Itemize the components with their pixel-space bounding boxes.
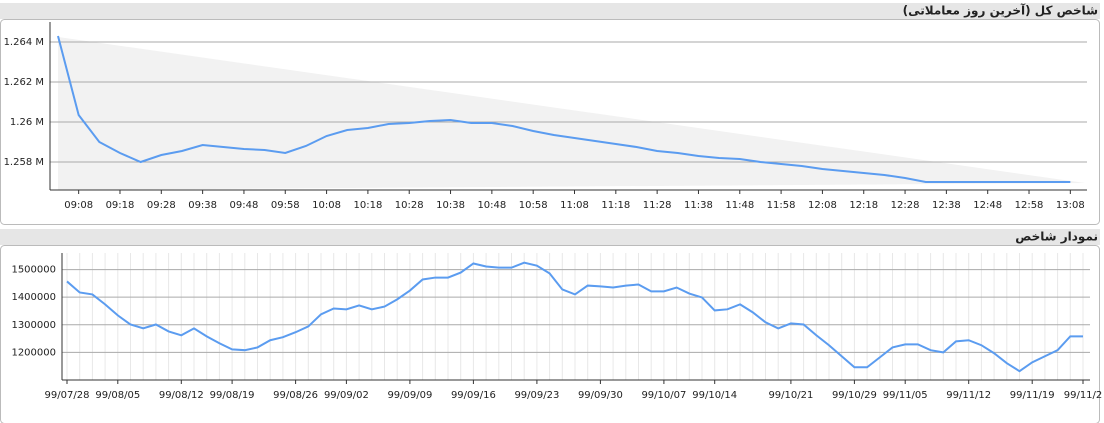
x-tick-label: 09:48 (230, 200, 259, 211)
x-tick-label: 99/09/23 (514, 390, 559, 401)
x-tick-label: 99/10/29 (832, 390, 877, 401)
chart-title: شاخص کل (آخرین روز معاملاتی) (903, 3, 1098, 19)
x-tick-label: 11:28 (643, 200, 672, 211)
x-tick-label: 99/07/28 (45, 390, 90, 401)
y-tick-label: 1.258 M (4, 157, 44, 168)
y-tick-label: 1300000 (11, 320, 56, 331)
y-tick-label: 1.26 M (10, 117, 44, 128)
line (66, 261, 1083, 373)
x-tick-label: 11:48 (725, 200, 754, 211)
x-tick-label: 11:38 (684, 200, 713, 211)
x-tick-label: 11:18 (601, 200, 630, 211)
x-tick-label: 99/09/09 (387, 390, 432, 401)
x-tick-label: 99/08/05 (95, 390, 140, 401)
x-tick-label: 12:38 (932, 200, 961, 211)
x-tick-label: 99/09/16 (451, 390, 496, 401)
x-tick-label: 10:18 (353, 200, 382, 211)
x-tick-label: 10:38 (436, 200, 465, 211)
x-tick-label: 99/11/05 (883, 390, 928, 401)
x-tick-label: 10:48 (477, 200, 506, 211)
x-tick-label: 99/08/12 (159, 390, 204, 401)
y-tick-label: 1.262 M (4, 77, 44, 88)
x-tick-label: 11:58 (767, 200, 796, 211)
x-tick-label: 99/09/02 (324, 390, 369, 401)
x-tick-label: 09:08 (64, 200, 93, 211)
y-tick-label: 1.264 M (4, 37, 44, 48)
y-tick-label: 1400000 (11, 292, 56, 303)
y-tick-label: 1500000 (11, 265, 56, 276)
x-tick-label: 99/10/07 (641, 390, 686, 401)
x-tick-label: 99/08/19 (210, 390, 255, 401)
shade (58, 37, 1085, 190)
x-tick-label: 09:38 (188, 200, 217, 211)
panel-header (0, 3, 1100, 19)
x-tick-label: 99/11/12 (946, 390, 991, 401)
x-tick-label: 12:28 (891, 200, 920, 211)
x-tick-label: 10:58 (519, 200, 548, 211)
panel-header (0, 229, 1100, 245)
x-tick-label: 09:28 (147, 200, 176, 211)
x-tick-label: 12:58 (1015, 200, 1044, 211)
x-tick-label: 10:28 (395, 200, 424, 211)
x-tick-label: 99/10/21 (768, 390, 813, 401)
line (57, 35, 1071, 183)
chart-title: نمودار شاخص (1015, 230, 1098, 245)
x-tick-label: 09:58 (271, 200, 300, 211)
x-tick-label: 13:08 (1056, 200, 1085, 211)
x-tick-label: 99/09/30 (578, 390, 623, 401)
x-tick-label: 99/10/14 (692, 390, 737, 401)
x-tick-label: 09:18 (106, 200, 135, 211)
x-tick-label: 11:08 (560, 200, 589, 211)
x-tick-label: 12:08 (808, 200, 837, 211)
x-tick-label: 99/11/19 (1010, 390, 1055, 401)
x-tick-label: 99/11/2 (1064, 390, 1103, 401)
y-tick-label: 1200000 (11, 347, 56, 358)
x-tick-label: 99/08/26 (273, 390, 318, 401)
x-tick-label: 12:48 (973, 200, 1002, 211)
x-tick-label: 10:08 (312, 200, 341, 211)
x-tick-label: 12:18 (849, 200, 878, 211)
